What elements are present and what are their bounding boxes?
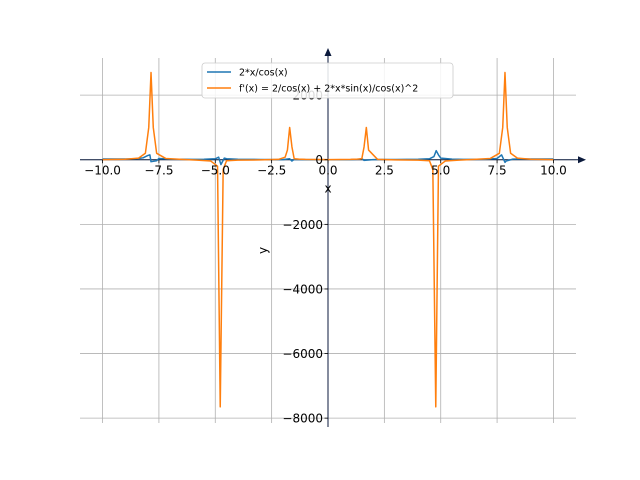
x-axis-arrow-icon xyxy=(578,156,586,164)
series-line-1 xyxy=(102,71,554,408)
axes xyxy=(80,48,586,427)
x-tick-label: −7.5 xyxy=(144,164,173,178)
legend-box xyxy=(201,62,454,99)
x-tick-label: 2.5 xyxy=(375,164,394,178)
y-tick-label: 0 xyxy=(315,153,323,167)
y-tick-label: −6000 xyxy=(282,347,323,361)
x-tick-label: −10.0 xyxy=(84,164,121,178)
x-tick-label: 0.0 xyxy=(318,164,337,178)
tick-labels: −10.0 −7.5 −5.0 −2.5 0.0 2.5 5.0 7.5 10.0 −8000 −6… xyxy=(84,89,567,426)
x-tick-label: −2.5 xyxy=(257,164,286,178)
x-axis-label: x xyxy=(324,182,331,196)
legend: 2*x/cos(x) f'(x) = 2/cos(x) + 2*x*sin(x)… xyxy=(201,62,454,99)
x-tick-label: 7.5 xyxy=(488,164,507,178)
y-axis-label: y xyxy=(256,247,270,254)
x-tick-label: 5.0 xyxy=(431,164,450,178)
x-tick-label: 10.0 xyxy=(540,164,567,178)
legend-label-series-0: 2*x/cos(x) xyxy=(239,68,288,79)
y-tick-label: −4000 xyxy=(282,282,323,296)
legend-label-series-1: f'(x) = 2/cos(x) + 2*x*sin(x)/cos(x)^2 xyxy=(239,84,418,95)
y-tick-label: −8000 xyxy=(282,412,323,426)
y-tick-label: −2000 xyxy=(282,218,323,232)
y-axis-arrow-icon xyxy=(324,48,332,56)
x-tick-label: −5.0 xyxy=(201,164,230,178)
